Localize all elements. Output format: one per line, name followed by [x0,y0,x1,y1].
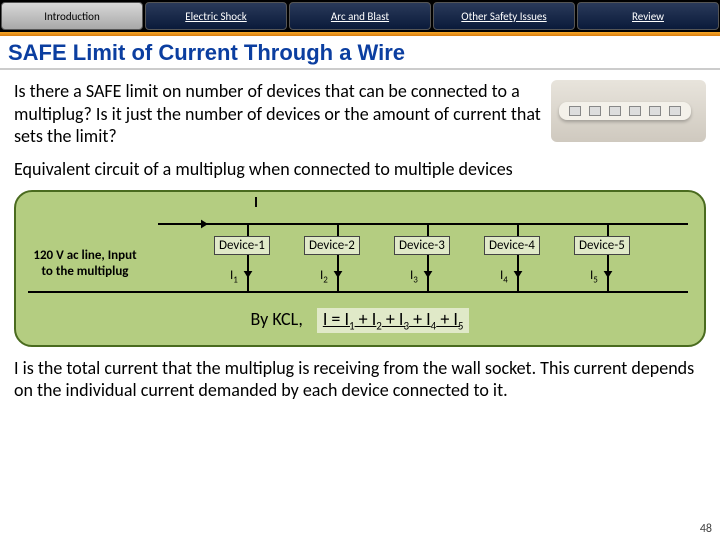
device-2-box: Device-2 [304,236,360,255]
kcl-label: By KCL, [251,308,303,330]
i5-label: I5 [590,268,598,286]
device-5-box: Device-5 [574,236,630,255]
question-row: Is there a SAFE limit on number of devic… [0,76,720,154]
conclusion-text: I is the total current that the multiplu… [0,353,720,406]
device-3-box: Device-3 [394,236,450,255]
i2-label: I2 [320,268,328,286]
input-label: 120 V ac line, Input to the multiplug [30,248,140,279]
page-number: 48 [700,522,712,536]
i1-label: I1 [230,268,238,286]
powerstrip-image [551,80,706,142]
title-separator [0,68,720,70]
kcl-equation: I = I1 + I2 + I3 + I4 + I5 [317,308,470,333]
total-current-label: I [254,194,258,212]
circuit-diagram: I 120 V ac line, Input to the multiplug … [14,190,706,347]
page-title: SAFE Limit of Current Through a Wire [0,36,720,68]
kcl-equation-row: By KCL, I = I1 + I2 + I3 + I4 + I5 [28,308,692,333]
tab-arc-blast[interactable]: Arc and Blast [289,2,431,30]
tab-introduction[interactable]: Introduction [1,2,143,30]
question-text: Is there a SAFE limit on number of devic… [14,80,543,148]
equivalent-intro: Equivalent circuit of a multiplug when c… [0,154,720,185]
device-1-box: Device-1 [214,236,270,255]
tab-other-safety[interactable]: Other Safety Issues [433,2,575,30]
device-4-box: Device-4 [484,236,540,255]
i4-label: I4 [500,268,508,286]
tab-bar: Introduction Electric Shock Arc and Blas… [0,0,720,32]
tab-review[interactable]: Review [577,2,719,30]
i3-label: I3 [410,268,418,286]
tab-electric-shock[interactable]: Electric Shock [145,2,287,30]
